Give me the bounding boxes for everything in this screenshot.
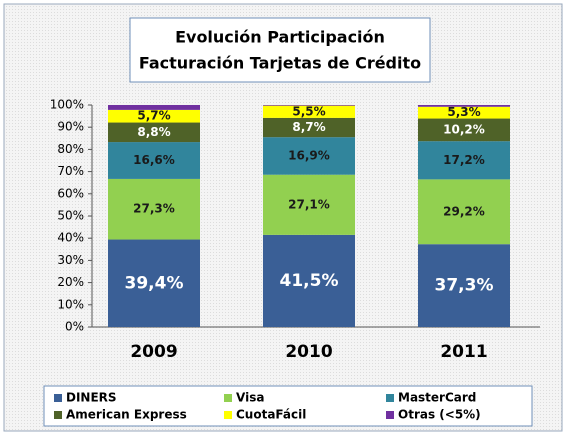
bar-segment	[108, 122, 200, 143]
legend-label: Otras (<5%)	[398, 408, 481, 422]
data-label: 16,6%	[133, 153, 175, 167]
bar-segment	[418, 105, 510, 107]
legend-swatch	[54, 411, 62, 419]
data-label: 8,8%	[137, 125, 170, 139]
chart-title: Facturación Tarjetas de Crédito	[139, 54, 421, 73]
bar-segment	[108, 239, 200, 327]
data-label: 27,3%	[133, 202, 175, 216]
y-tick-label: 90%	[57, 120, 84, 134]
legend-label: MasterCard	[398, 391, 476, 405]
bar-segment	[263, 105, 355, 118]
x-tick-label: 2010	[285, 342, 332, 362]
data-label: 5,3%	[447, 105, 480, 119]
y-tick-label: 30%	[57, 253, 84, 267]
data-label: 27,1%	[288, 197, 330, 211]
data-label: 5,7%	[137, 109, 170, 123]
legend-box	[43, 385, 533, 427]
y-tick-label: 80%	[57, 142, 84, 156]
y-tick-label: 60%	[57, 186, 84, 200]
bar-segment	[418, 244, 510, 327]
data-label: 8,7%	[292, 120, 325, 134]
legend-swatch	[54, 394, 62, 402]
bar-segment	[108, 178, 200, 240]
x-tick-label: 2009	[130, 342, 177, 362]
data-label: 41,5%	[280, 271, 339, 291]
y-tick-label: 100%	[50, 98, 84, 112]
data-label: 16,9%	[288, 148, 330, 162]
y-tick-label: 70%	[57, 164, 84, 178]
legend-label: CuotaFácil	[236, 408, 306, 422]
title-box	[129, 17, 431, 83]
data-label: 37,3%	[435, 276, 494, 296]
bar-segment	[263, 105, 355, 106]
x-tick-label: 2011	[440, 342, 487, 362]
bar-segment	[263, 117, 355, 138]
bar-segment	[263, 174, 355, 235]
bar-segment	[418, 106, 510, 119]
legend-label: Visa	[236, 391, 264, 405]
legend-swatch	[224, 394, 232, 402]
bar-segment	[108, 142, 200, 179]
legend-swatch	[386, 394, 394, 402]
data-label: 10,2%	[443, 122, 485, 136]
data-label: 5,5%	[292, 104, 325, 118]
y-tick-label: 0%	[65, 320, 84, 334]
legend-swatch	[224, 411, 232, 419]
bar-segment	[263, 137, 355, 175]
data-label: 17,2%	[443, 153, 485, 167]
y-tick-label: 50%	[57, 209, 84, 223]
bar-segment	[108, 109, 200, 123]
legend-swatch	[386, 411, 394, 419]
bar-segment	[108, 105, 200, 110]
bar-segment	[418, 118, 510, 142]
y-tick-label: 40%	[57, 231, 84, 245]
legend-label: American Express	[66, 408, 187, 422]
y-tick-label: 10%	[57, 297, 84, 311]
y-tick-label: 20%	[57, 275, 84, 289]
data-label: 39,4%	[125, 273, 184, 293]
bar-segment	[418, 141, 510, 180]
legend-label: DINERS	[66, 391, 117, 405]
chart-title: Evolución Participación	[175, 28, 385, 47]
data-label: 29,2%	[443, 204, 485, 218]
bar-segment	[418, 179, 510, 245]
bar-segment	[263, 234, 355, 327]
